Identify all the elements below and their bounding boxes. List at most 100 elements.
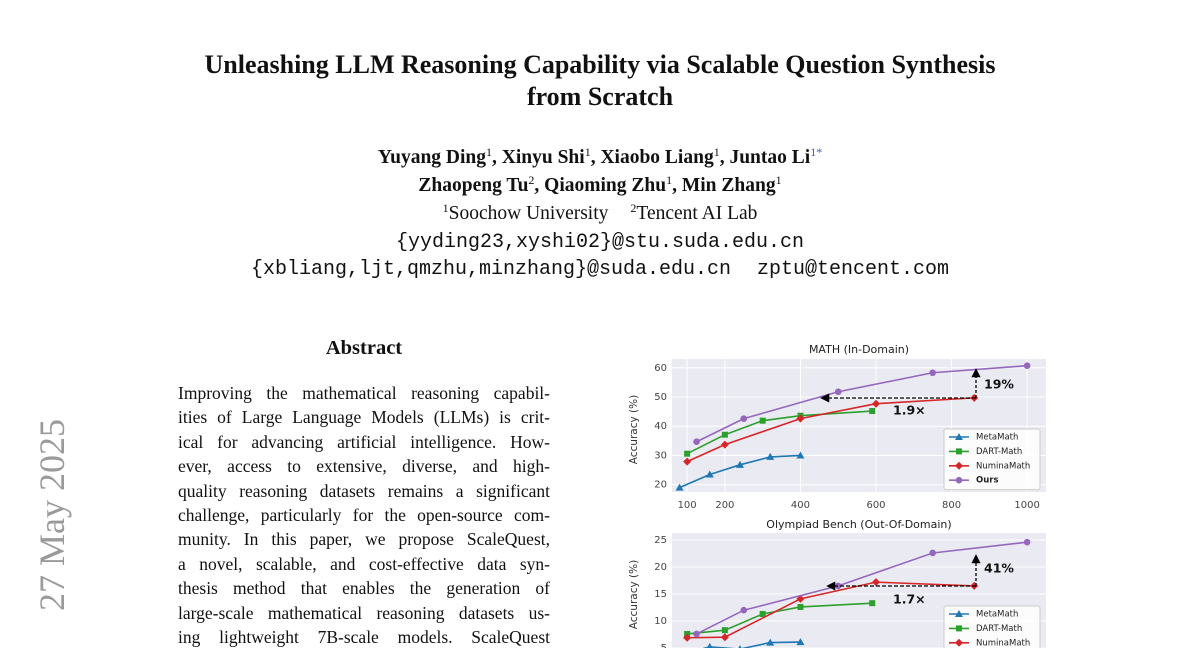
- y-tick-label: 20: [654, 562, 667, 573]
- point: [721, 431, 728, 438]
- email: zptu@tencent.com: [757, 258, 950, 281]
- author-name: Zhaopeng Tu: [418, 175, 529, 196]
- point: [740, 415, 748, 422]
- legend-label: MetaMath: [976, 433, 1018, 443]
- y-tick-label: 50: [654, 392, 667, 403]
- abstract-heading: Abstract: [325, 337, 403, 359]
- point: [1023, 538, 1031, 546]
- point: [872, 578, 880, 587]
- email: {yyding23,xyshi02}@stu.suda.edu.cn: [395, 231, 805, 254]
- legend-marker: [955, 433, 963, 440]
- legend-label: DART-Math: [976, 447, 1022, 457]
- point: [869, 600, 876, 607]
- point: [675, 483, 684, 491]
- x-tick-label: 1000: [1014, 500, 1039, 511]
- point: [929, 549, 936, 557]
- affiliation: Soochow University: [448, 203, 609, 224]
- author-name: , Qiaoming Zhu: [534, 175, 667, 196]
- x-tick-label: 100: [678, 500, 697, 511]
- title-line: from Scratch: [526, 82, 674, 111]
- abstract-line: ever, access to extensive, diverse, and …: [178, 456, 550, 477]
- author-name: , Juntao Li: [719, 147, 811, 168]
- emails: {yyding23,xyshi02}@stu.suda.edu.cn {xblia…: [0, 229, 1200, 283]
- paper-title: Unleashing LLM Reasoning Capability via …: [0, 49, 1200, 113]
- point: [721, 627, 728, 634]
- author-line: Zhaopeng Tu2, Qiaoming Zhu1, Min Zhang1: [0, 172, 1200, 200]
- figure: MATH (In-Domain) Accuracy (%) 20 30 40 50 60 10…: [628, 343, 1046, 648]
- series-line: [702, 641, 801, 648]
- point: [834, 388, 842, 396]
- y-tick-label: 25: [654, 535, 667, 546]
- point: [720, 440, 729, 449]
- point: [834, 582, 842, 590]
- point: [869, 408, 876, 415]
- legend-marker: [956, 625, 962, 632]
- author-name: Yuyang Ding: [377, 147, 487, 168]
- abstract-line: munity. In this paper, we propose ScaleQ…: [178, 529, 550, 550]
- x-tick-label: 200: [715, 500, 734, 511]
- x-tick-label: 800: [942, 500, 961, 511]
- author-line: Yuyang Ding1, Xinyu Shi1, Xiaobo Liang1,…: [0, 144, 1200, 172]
- y-tick-label: 10: [654, 616, 667, 627]
- affil-mark: 2: [630, 201, 637, 215]
- legend-marker: [956, 448, 962, 455]
- legend-label: DART-Math: [976, 624, 1022, 634]
- point: [796, 451, 805, 459]
- abstract-line: ing lightweight 7B-scale models. ScaleQu…: [178, 626, 550, 647]
- legend-box: [943, 428, 1041, 491]
- point: [740, 606, 748, 614]
- abstract-line: Improving the mathematical reasoning cap…: [178, 383, 550, 403]
- y-tick-label: 60: [654, 363, 667, 374]
- legend-marker: [955, 476, 963, 484]
- email-line: {yyding23,xyshi02}@stu.suda.edu.cn: [0, 229, 1200, 256]
- x-tick-label: 600: [866, 500, 885, 511]
- point: [759, 610, 766, 617]
- point: [797, 603, 804, 610]
- legend-label: NuminaMath: [976, 461, 1030, 471]
- annotation: 19%: [984, 377, 1014, 392]
- affiliation: Tencent AI Lab: [636, 203, 758, 224]
- legend-label: NuminaMath: [976, 638, 1030, 648]
- author-affil-mark: 1: [713, 145, 720, 159]
- chart-title: Olympiad Bench (Out-Of-Domain): [766, 518, 951, 531]
- abstract-line: large-scale mathematical reasoning datas…: [178, 602, 550, 623]
- legend-box: [943, 605, 1041, 648]
- point: [759, 417, 766, 424]
- point: [706, 642, 713, 648]
- authors: Yuyang Ding1, Xinyu Shi1, Xiaobo Liang1,…: [0, 144, 1200, 200]
- chart-title: MATH (In-Domain): [809, 343, 909, 356]
- author-affil-mark: 1: [775, 173, 782, 187]
- abstract-line: ities of Large Language Models (LLMs) is…: [178, 407, 550, 428]
- affiliations: 1Soochow University 2Tencent AI Lab: [0, 200, 1200, 228]
- point: [693, 630, 700, 638]
- y-tick-label: 5: [661, 643, 667, 648]
- point: [766, 452, 775, 460]
- author-affil-mark: 1: [584, 145, 591, 159]
- author-affil-mark: 1: [486, 145, 493, 159]
- author-name: , Xinyu Shi: [492, 147, 585, 168]
- point: [872, 399, 880, 408]
- abstract-line: ical for advancing artificial intelligen…: [178, 431, 550, 452]
- author-affil-mark: 2: [528, 173, 535, 187]
- legend-label: Ours: [976, 476, 999, 486]
- y-tick-label: 30: [654, 450, 667, 461]
- point: [796, 638, 805, 646]
- arxiv-date: 27 May 2025: [32, 419, 72, 611]
- abstract-body: Improving the mathematical reasoning cap…: [178, 381, 550, 649]
- y-axis-label: Accuracy (%): [628, 395, 640, 464]
- y-tick-label: 15: [654, 589, 667, 600]
- legend-marker: [955, 461, 963, 470]
- annotation: 1.9×: [893, 403, 926, 418]
- author-affil-mark: 1*: [810, 145, 823, 159]
- point: [1023, 362, 1031, 370]
- point: [796, 414, 805, 423]
- affil-mark: 1: [442, 201, 449, 215]
- point: [929, 369, 936, 377]
- abstract-line: quality reasoning datasets remains a sig…: [178, 480, 550, 501]
- y-tick-label: 20: [654, 480, 667, 491]
- x-tick-label: 400: [791, 500, 810, 511]
- legend-label: MetaMath: [976, 610, 1018, 620]
- point: [683, 633, 692, 642]
- point: [693, 438, 700, 446]
